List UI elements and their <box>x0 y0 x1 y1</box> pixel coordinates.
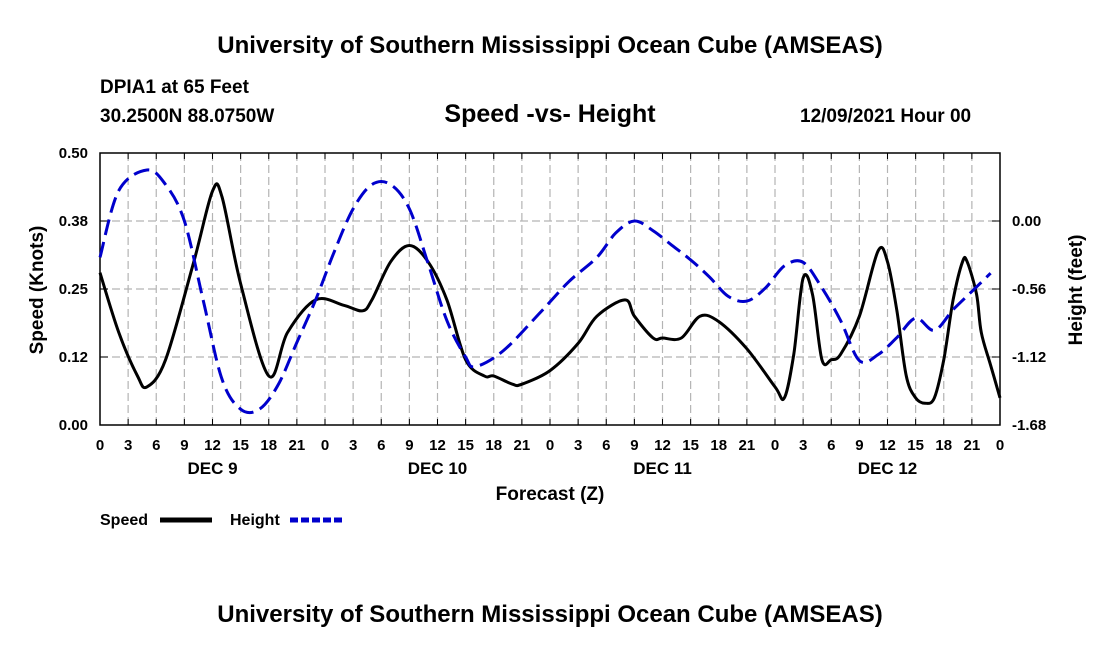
x-tick-label: 21 <box>514 437 531 454</box>
chart-subtitle: Speed -vs- Height <box>444 100 656 128</box>
station-label: DPIA1 at 65 Feet <box>100 77 249 98</box>
x-tick-label: 12 <box>204 437 221 454</box>
y-left-tick-label: 0.50 <box>59 145 88 162</box>
x-tick-label: 6 <box>152 437 160 454</box>
x-tick-label: 0 <box>546 437 554 454</box>
grid-lines <box>100 153 1000 425</box>
x-tick-label: 18 <box>485 437 502 454</box>
x-tick-label: 21 <box>739 437 756 454</box>
x-tick-label: 15 <box>907 437 924 454</box>
x-tick-label: 9 <box>405 437 413 454</box>
y-left-tick-label: 0.38 <box>59 213 88 230</box>
day-label: DEC 10 <box>408 459 468 478</box>
x-tick-label: 18 <box>710 437 727 454</box>
y-left-tick-label: 0.12 <box>59 349 88 366</box>
x-tick-label: 9 <box>630 437 638 454</box>
x-tick-label: 0 <box>771 437 779 454</box>
day-label: DEC 9 <box>187 459 237 478</box>
x-tick-label: 6 <box>377 437 385 454</box>
x-tick-label: 9 <box>855 437 863 454</box>
x-tick-label: 3 <box>349 437 357 454</box>
x-tick-label: 0 <box>96 437 104 454</box>
axis-ticks <box>99 152 1001 426</box>
y-axis-right-title: Height (feet) <box>1066 235 1087 346</box>
station-coordinates: 30.2500N 88.0750W <box>100 106 275 127</box>
x-tick-label: 12 <box>429 437 446 454</box>
x-tick-label: 6 <box>602 437 610 454</box>
x-tick-label: 9 <box>180 437 188 454</box>
x-tick-label: 15 <box>457 437 474 454</box>
x-tick-label: 15 <box>682 437 699 454</box>
y-right-tick-label: -1.12 <box>1012 349 1046 366</box>
y-axis-left-title: Speed (Knots) <box>27 226 48 355</box>
tick-labels: 0 3 6 9 12 15 18 21 0 3 6 9 12 15 18 21 0 3 6 9 12 15 18 21 0 3 6 9… <box>59 145 1046 478</box>
y-right-tick-label: -1.68 <box>1012 417 1046 434</box>
x-tick-label: 0 <box>321 437 329 454</box>
y-left-tick-label: 0.25 <box>59 281 88 298</box>
x-tick-label: 6 <box>827 437 835 454</box>
x-tick-label: 21 <box>964 437 981 454</box>
x-tick-label: 12 <box>654 437 671 454</box>
x-tick-label: 3 <box>124 437 132 454</box>
y-right-tick-label: -0.56 <box>1012 281 1046 298</box>
x-axis-title: Forecast (Z) <box>496 484 605 505</box>
y-left-tick-label: 0.00 <box>59 417 88 434</box>
x-tick-label: 0 <box>996 437 1004 454</box>
forecast-datetime: 12/09/2021 Hour 00 <box>800 106 972 127</box>
chart-title-top: University of Southern Mississippi Ocean… <box>217 32 883 59</box>
x-tick-label: 21 <box>289 437 306 454</box>
x-tick-label: 3 <box>799 437 807 454</box>
legend-speed-label: Speed <box>100 512 148 529</box>
series-height-line <box>98 168 992 415</box>
legend-height-label: Height <box>230 512 280 529</box>
x-tick-label: 12 <box>879 437 896 454</box>
series-layer <box>98 168 1002 415</box>
x-tick-label: 18 <box>260 437 277 454</box>
legend: Speed Height <box>100 512 342 529</box>
chart-title-bottom: University of Southern Mississippi Ocean… <box>217 601 883 628</box>
day-label: DEC 12 <box>858 459 918 478</box>
x-tick-label: 3 <box>574 437 582 454</box>
day-label: DEC 11 <box>633 459 692 478</box>
x-tick-label: 18 <box>935 437 952 454</box>
x-tick-label: 15 <box>232 437 249 454</box>
y-right-tick-label: 0.00 <box>1012 213 1041 230</box>
series-speed-line <box>98 182 1002 405</box>
